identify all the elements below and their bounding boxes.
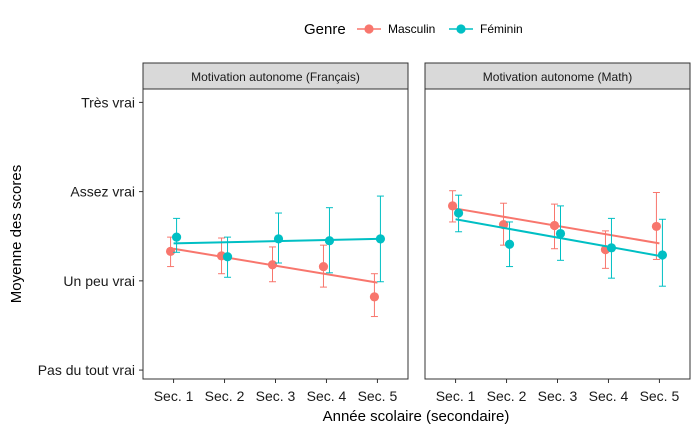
- legend-item-feminin: Féminin: [449, 22, 523, 36]
- legend: Genre Masculin Féminin: [304, 21, 523, 38]
- panel-plot-area: [142, 88, 409, 380]
- x-tick-label: Sec. 1: [436, 388, 476, 404]
- legend-title: Genre: [304, 21, 346, 38]
- panel-strip: [142, 62, 409, 90]
- panel-strip: [424, 62, 691, 90]
- data-point: [273, 234, 284, 244]
- x-tick-label: Sec. 3: [256, 388, 296, 404]
- legend-label-feminin: Féminin: [480, 22, 523, 36]
- data-point: [375, 234, 386, 244]
- x-tick-label: Sec. 4: [589, 388, 629, 404]
- data-point: [504, 239, 515, 249]
- data-point: [165, 246, 176, 256]
- y-axis-title: Moyenne des scores: [8, 165, 25, 303]
- x-axis-title: Année scolaire (secondaire): [323, 408, 510, 425]
- x-tick-label: Sec. 2: [487, 388, 527, 404]
- data-point: [447, 201, 458, 211]
- x-tick-label: Sec. 2: [205, 388, 245, 404]
- legend-key-marker-masculin: [364, 24, 374, 34]
- data-point: [267, 260, 278, 270]
- data-point: [318, 261, 329, 272]
- x-tick-label: Sec. 5: [358, 388, 398, 404]
- series-feminin: [171, 195, 386, 283]
- data-point: [657, 250, 668, 260]
- y-axis: Pas du tout vrai Un peu vrai Assez vrai Trè…: [38, 94, 143, 378]
- data-point: [171, 232, 182, 242]
- x-axes: Sec. 1 Sec. 2 Sec. 3 Sec. 4 Sec. 5 Sec. 1 Sec.…: [154, 379, 680, 404]
- data-point: [369, 292, 380, 302]
- legend-key-marker-feminin: [456, 24, 466, 34]
- y-tick-label: Pas du tout vrai: [38, 362, 135, 378]
- series-feminin: [453, 194, 668, 287]
- data-point: [606, 243, 617, 253]
- x-tick-label: Sec. 3: [538, 388, 578, 404]
- y-tick-label: Très vrai: [81, 94, 135, 110]
- legend-label-masculin: Masculin: [388, 22, 435, 36]
- data-point: [453, 208, 464, 218]
- x-tick-label: Sec. 5: [640, 388, 680, 404]
- data-point: [324, 236, 335, 246]
- data-point: [549, 220, 560, 231]
- trend-line-feminin: [455, 218, 660, 257]
- x-tick-label: Sec. 4: [307, 388, 347, 404]
- y-tick-label: Assez vrai: [70, 184, 135, 200]
- panel-francais: Motivation autonome (Français): [142, 62, 409, 380]
- y-tick-label: Un peu vrai: [63, 273, 135, 289]
- legend-item-masculin: Masculin: [357, 22, 435, 36]
- data-point: [555, 228, 566, 239]
- data-point: [222, 252, 233, 262]
- panel-title: Motivation autonome (Français): [191, 70, 360, 84]
- panel-title: Motivation autonome (Math): [483, 70, 632, 84]
- data-point: [651, 221, 662, 232]
- chart-marks: [165, 190, 668, 318]
- x-tick-label: Sec. 1: [154, 388, 194, 404]
